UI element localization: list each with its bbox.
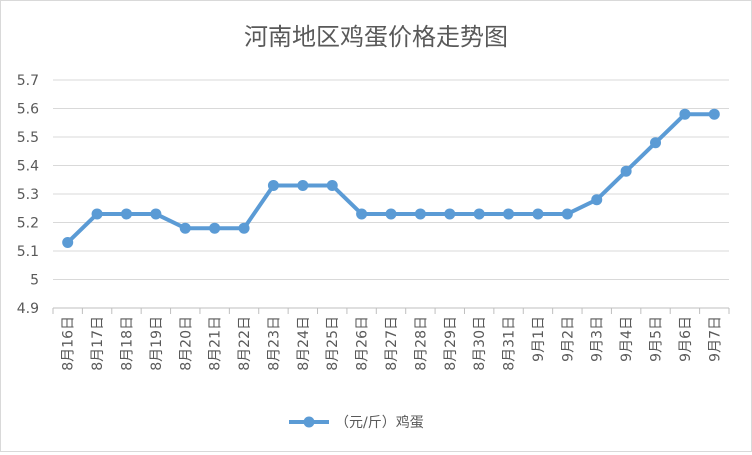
data-point [356, 208, 368, 220]
x-tick-label: 8月23日 [266, 316, 282, 371]
x-tick-label: 8月31日 [502, 316, 518, 371]
data-point [267, 179, 279, 191]
data-point [532, 208, 544, 220]
data-point [414, 208, 426, 220]
x-axis: 8月16日 8月17日 8月18日 8月19日 8月20日 8月21日 8月22日 8月23日… [52, 307, 730, 371]
y-tick-label: 5 [30, 273, 39, 289]
x-tick-label: 8月18日 [119, 316, 135, 371]
y-tick-label: 5.4 [17, 159, 39, 175]
y-tick-label: 5.2 [17, 216, 39, 232]
data-point [238, 222, 250, 234]
x-tick-label: 9月5日 [649, 316, 665, 362]
chart-title: 河南地区鸡蛋价格走势图 [244, 23, 508, 51]
x-tick-label: 9月4日 [619, 316, 635, 362]
x-tick-label: 9月7日 [707, 316, 723, 362]
y-tick-label: 5.7 [17, 73, 39, 89]
x-tick-label: 9月2日 [560, 316, 576, 362]
x-tick-label: 8月26日 [355, 316, 371, 371]
legend: （元/斤）鸡蛋 [289, 414, 424, 431]
data-point [503, 208, 515, 220]
data-point [708, 108, 720, 120]
y-axis-tick-labels: 4.9 5 5.1 5.2 5.3 5.4 5.5 5.6 5.7 [17, 73, 39, 317]
legend-marker [303, 416, 315, 428]
x-tick-label: 9月6日 [678, 316, 694, 362]
series-line [65, 112, 717, 245]
x-tick-label: 8月28日 [413, 316, 429, 371]
x-tick-label: 8月22日 [237, 316, 253, 371]
x-tick-label: 8月24日 [296, 316, 312, 371]
x-tick-label: 9月3日 [590, 316, 606, 362]
data-point [179, 222, 191, 234]
data-point [679, 108, 691, 120]
data-point [62, 236, 74, 248]
x-tick-label: 8月25日 [325, 316, 341, 371]
y-tick-label: 5.5 [17, 130, 39, 146]
x-tick-label: 8月21日 [208, 316, 224, 371]
data-point [297, 179, 309, 191]
data-point [591, 194, 603, 206]
x-tick-label: 8月19日 [149, 316, 165, 371]
x-tick-label: 8月16日 [61, 316, 77, 371]
x-tick-label: 8月30日 [472, 316, 488, 371]
data-point [444, 208, 456, 220]
x-tick-label: 8月17日 [90, 316, 106, 371]
data-point [209, 222, 221, 234]
data-point [120, 208, 132, 220]
y-tick-label: 4.9 [17, 301, 39, 317]
legend-label: （元/斤）鸡蛋 [335, 414, 424, 431]
data-point [473, 208, 485, 220]
data-point [650, 137, 662, 149]
data-point [561, 208, 573, 220]
y-tick-label: 5.3 [17, 187, 39, 203]
gridlines [53, 79, 729, 280]
data-point [91, 208, 103, 220]
data-point [620, 165, 632, 177]
x-tick-label: 8月29日 [443, 316, 459, 371]
y-tick-label: 5.6 [17, 102, 39, 118]
series-egg [62, 108, 720, 248]
y-tick-label: 5.1 [17, 244, 39, 260]
x-tick-label: 9月1日 [531, 316, 547, 362]
data-point [385, 208, 397, 220]
x-tick-label: 8月27日 [384, 316, 400, 371]
data-point [326, 179, 338, 191]
x-tick-label: 8月20日 [178, 316, 194, 371]
data-point [150, 208, 162, 220]
